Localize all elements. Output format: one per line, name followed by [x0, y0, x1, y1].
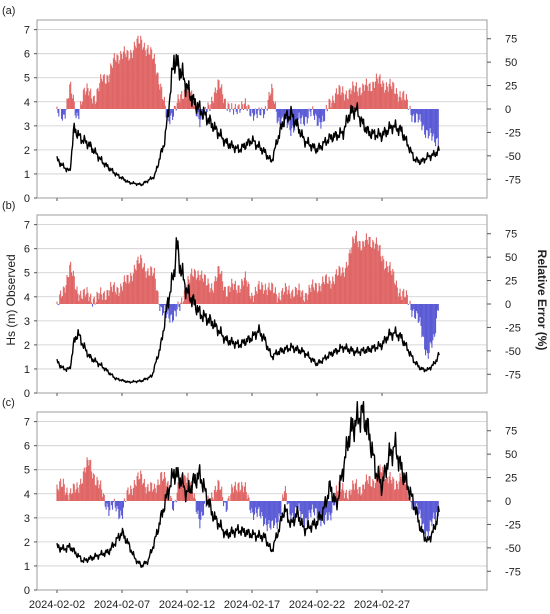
left-axis-title: Hs (m) Observed [4, 254, 18, 345]
left-tick-label: 1 [24, 561, 30, 573]
left-tick-label: 6 [24, 244, 30, 256]
right-tick-label: -75 [505, 369, 521, 381]
left-tick-label: 4 [24, 292, 30, 304]
observed-hs-line [56, 53, 440, 187]
left-tick-label: 1 [24, 169, 30, 181]
chart-panel-2: 0 1 2 3 4 5 6 7 75 50 25 0 -25 -50 -75 (b) [2, 200, 521, 400]
x-tick-label: 2024-02-22 [289, 599, 345, 611]
relative-error-series [56, 230, 439, 359]
left-tick-label: 3 [24, 513, 30, 525]
left-tick-label: 2 [24, 145, 30, 157]
right-tick-label: 50 [505, 252, 517, 264]
relative-error-series [56, 35, 439, 147]
x-tick-label: 2024-02-07 [94, 599, 150, 611]
left-tick-label: 5 [24, 268, 30, 280]
left-tick-label: 2 [24, 537, 30, 549]
left-tick-label: 6 [24, 441, 30, 453]
left-tick-label: 6 [24, 49, 30, 61]
panel-label: (b) [2, 200, 15, 212]
right-tick-label: -75 [505, 174, 521, 186]
left-tick-label: 0 [24, 388, 30, 400]
right-tick-label: 25 [505, 276, 517, 288]
left-tick-label: 7 [24, 220, 30, 232]
x-tick-label: 2024-02-02 [29, 599, 85, 611]
x-tick-label: 2024-02-17 [224, 599, 280, 611]
right-tick-label: 50 [505, 449, 517, 461]
panel-label: (a) [2, 5, 15, 17]
panel-label: (c) [2, 397, 15, 409]
chart-panel-1: 0 1 2 3 4 5 6 7 75 50 25 0 -25 -50 -75 (a) [2, 5, 521, 205]
right-axis-title: Relative Error (%) [535, 250, 549, 351]
left-tick-label: 5 [24, 465, 30, 477]
right-tick-label: -25 [505, 519, 521, 531]
left-tick-label: 4 [24, 97, 30, 109]
left-tick-label: 0 [24, 585, 30, 597]
x-axis-tick-labels: 2024-02-02 2024-02-07 2024-02-12 2024-02-17… [29, 599, 410, 611]
right-tick-label: -50 [505, 151, 521, 163]
right-tick-label: 75 [505, 229, 517, 241]
right-tick-label: -25 [505, 127, 521, 139]
right-tick-label: 75 [505, 426, 517, 438]
right-tick-label: 75 [505, 34, 517, 46]
right-tick-label: -50 [505, 346, 521, 358]
right-tick-label: 25 [505, 81, 517, 93]
left-tick-label: 3 [24, 316, 30, 328]
right-tick-label: 0 [505, 299, 511, 311]
right-tick-label: -50 [505, 543, 521, 555]
right-tick-label: 0 [505, 496, 511, 508]
left-tick-label: 0 [24, 193, 30, 205]
observed-hs-line [56, 401, 440, 568]
left-tick-label: 1 [24, 364, 30, 376]
right-tick-label: -75 [505, 566, 521, 578]
x-tick-label: 2024-02-27 [354, 599, 410, 611]
chart-panel-3: 0 1 2 3 4 5 6 7 75 50 25 0 -25 -50 -75 (c) [2, 397, 521, 597]
right-tick-label: 50 [505, 57, 517, 69]
right-tick-label: -25 [505, 322, 521, 334]
x-tick-label: 2024-02-12 [159, 599, 215, 611]
left-tick-label: 3 [24, 121, 30, 133]
left-tick-label: 4 [24, 489, 30, 501]
right-tick-label: 0 [505, 104, 511, 116]
observed-hs-line [56, 237, 440, 384]
left-tick-label: 7 [24, 25, 30, 37]
left-tick-label: 7 [24, 417, 30, 429]
left-tick-label: 2 [24, 340, 30, 352]
right-tick-label: 25 [505, 473, 517, 485]
left-tick-label: 5 [24, 73, 30, 85]
